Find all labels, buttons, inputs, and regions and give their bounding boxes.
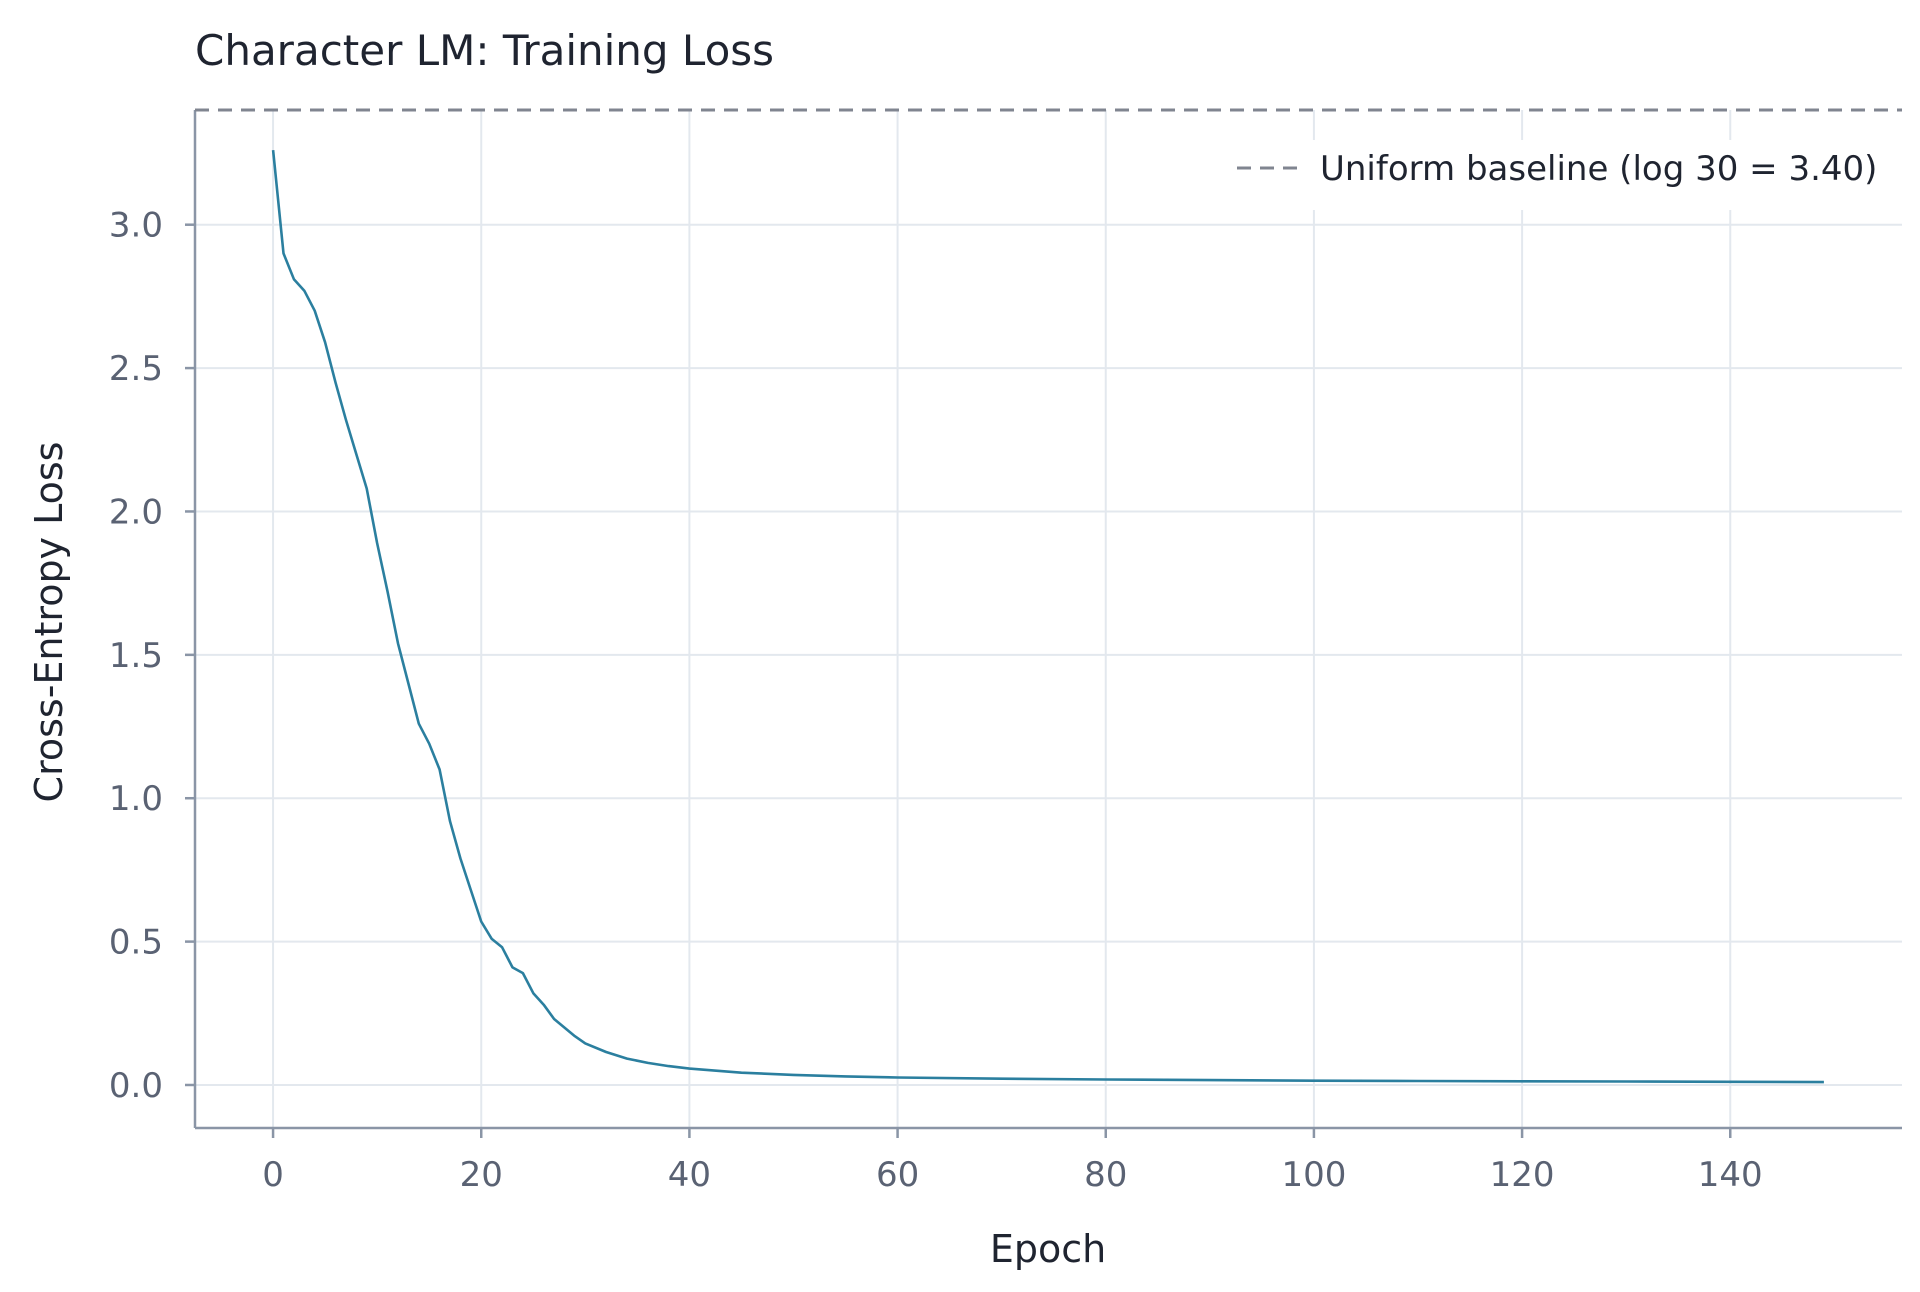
y-tick-label: 0.0 — [109, 1066, 163, 1106]
y-tick-label: 3.0 — [109, 206, 163, 246]
chart-title: Character LM: Training Loss — [195, 26, 774, 75]
x-axis-label: Epoch — [990, 1227, 1106, 1271]
y-tick-label: 0.5 — [109, 923, 163, 963]
legend-background — [1220, 140, 1880, 210]
y-tick-label: 2.5 — [109, 349, 163, 389]
x-tick-label: 60 — [876, 1155, 919, 1195]
legend: Uniform baseline (log 30 = 3.40) — [1220, 140, 1880, 210]
y-axis-label: Cross-Entropy Loss — [27, 442, 71, 803]
x-tick-label: 100 — [1281, 1155, 1346, 1195]
x-tick-label: 140 — [1698, 1155, 1763, 1195]
grid — [195, 110, 1902, 1128]
y-tick-label: 2.0 — [109, 492, 163, 532]
y-tick-label: 1.0 — [109, 779, 163, 819]
y-axis-ticks: 0.0 0.5 1.0 1.5 2.0 2.5 3.0 — [109, 206, 195, 1106]
legend-label-baseline: Uniform baseline (log 30 = 3.40) — [1320, 149, 1877, 189]
x-tick-label: 20 — [460, 1155, 503, 1195]
x-tick-label: 40 — [668, 1155, 711, 1195]
x-tick-label: 0 — [262, 1155, 284, 1195]
x-axis-ticks: 0 20 40 60 80 100 120 140 — [262, 1128, 1763, 1195]
y-tick-label: 1.5 — [109, 636, 163, 676]
x-tick-label: 120 — [1490, 1155, 1555, 1195]
series-line-training-loss — [271, 149, 1824, 1084]
x-tick-label: 80 — [1084, 1155, 1127, 1195]
